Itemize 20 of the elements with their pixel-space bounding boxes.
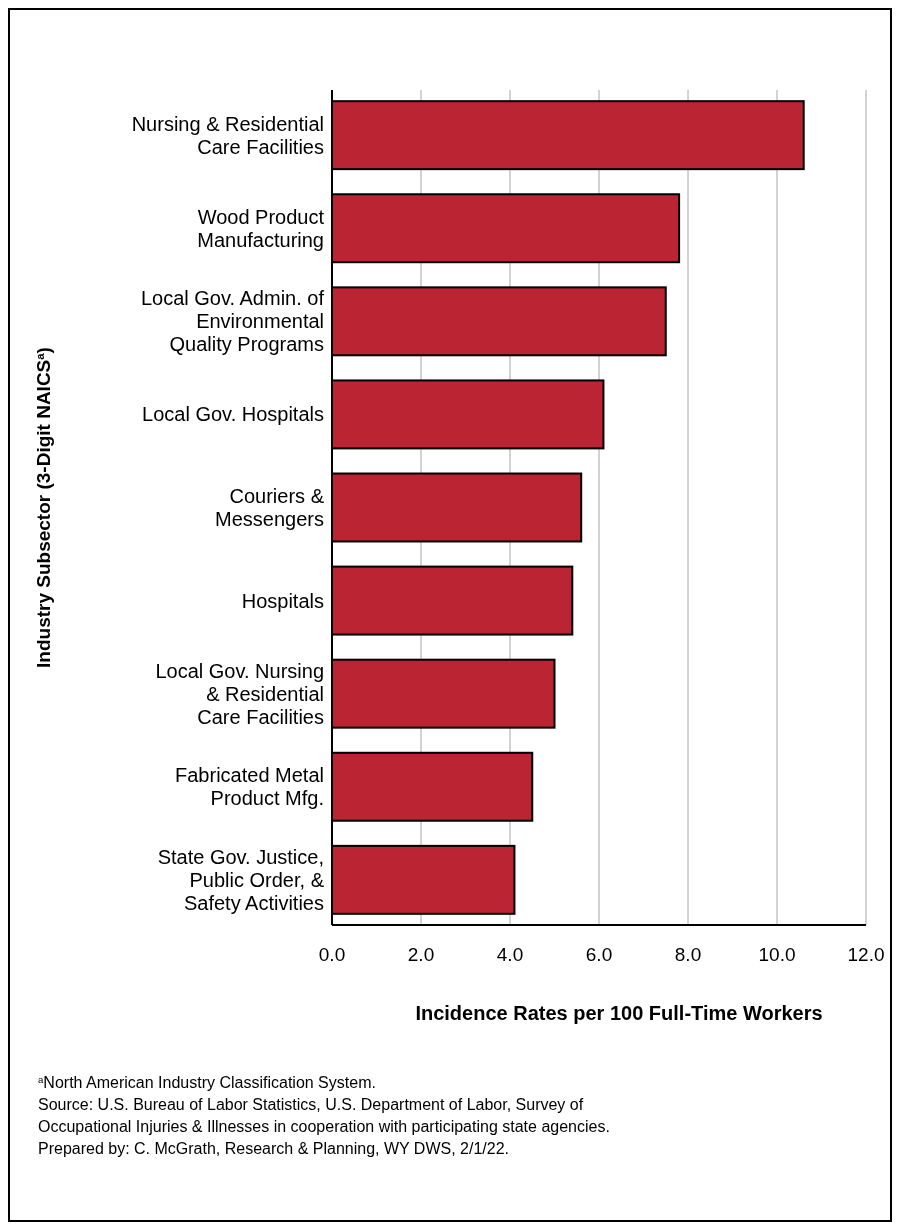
text: $^{a}$North American Industry Classification System. <box>38 1073 376 1091</box>
y-tick-label: Hospitals <box>241 589 324 612</box>
x-tick-label: 2.0 <box>407 944 435 965</box>
x-axis-title: Incidence Rates per 100 Full-Time Workers <box>415 1002 823 1024</box>
x-tick-label: 6.0 <box>585 944 613 965</box>
x-tick-label: 4.0 <box>496 944 524 965</box>
text: Prepared by: C. McGrath, Research & Planning, WY DWS, 2/1/22. <box>38 1140 510 1157</box>
y-tick-label: Local Gov. Nursing & Residential Care Facilities <box>155 659 324 728</box>
y-tick-label: Nursing & Residential Care Facilities <box>131 112 324 158</box>
y-tick-label: Local Gov. Admin. of Environmental Quality Programs <box>140 287 325 356</box>
y-tick-label: Fabricated Metal Product Mfg. <box>175 764 324 810</box>
source-note: Source: U.S. Bureau of Labor Statistics, U.S. Department of Labor, Survey of Occupational Injuries & Illnesses in cooperation with participating state agencies. <box>38 1096 610 1135</box>
x-tick-label: 0.0 <box>318 944 346 965</box>
x-tick-label: 12.0 <box>847 944 885 965</box>
x-tick-label: 10.0 <box>758 944 796 965</box>
y-tick-label: Local Gov. Hospitals <box>142 403 324 426</box>
y-tick-label: Couriers & Messengers <box>215 485 325 530</box>
y-tick-label: Wood Product Manufacturing <box>197 205 325 251</box>
y-tick-label: State Gov. Justice, Public Order, & Safety Activities <box>157 845 325 914</box>
x-tick-label: 8.0 <box>674 944 702 965</box>
